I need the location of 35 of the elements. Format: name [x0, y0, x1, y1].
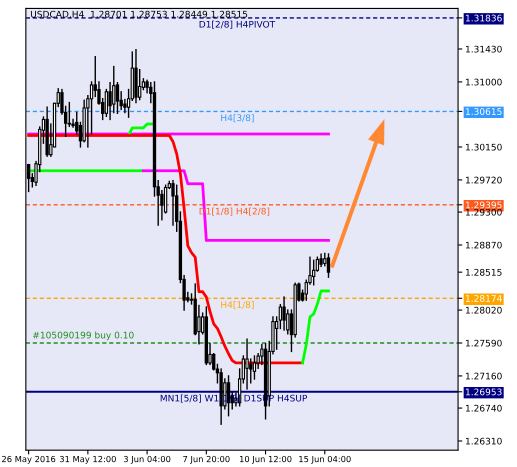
y-tick-label: 1.29395	[466, 202, 502, 208]
x-tick-label: 26 May 2016	[2, 456, 56, 464]
candlestick	[312, 260, 316, 286]
y-tick-label: 1.29720	[466, 176, 502, 184]
y-tick-label: 1.28020	[466, 306, 502, 314]
y-tick-label: 1.27590	[466, 340, 502, 347]
y-tick-label: 1.26953	[466, 388, 502, 396]
y-tick-label: 1.26310	[466, 438, 502, 445]
candlestick	[252, 355, 256, 380]
ref-line-label: H4[3/8]	[221, 114, 254, 122]
ref-line-label: D1[2/8] H4PIVOT	[200, 20, 276, 29]
line-series	[301, 290, 330, 364]
candlestick	[245, 338, 249, 390]
chart-title: USDCAD,H4 1.28701 1.28753 1.28449 1.28515	[30, 10, 248, 19]
y-tick-label: 1.28870	[466, 242, 502, 249]
x-tick-label: 10 Jun 12:00	[240, 456, 292, 464]
ref-line-label: H4[1/8]	[221, 301, 254, 310]
y-tick-label: 1.28174	[466, 295, 502, 302]
y-tick-label: 1.26740	[466, 404, 502, 412]
y-tick-label: 1.31430	[466, 46, 502, 53]
candlestick	[326, 253, 330, 278]
x-tick-label: 3 Jun 04:00	[124, 456, 170, 464]
x-tick-label: 15 Jun 04:00	[299, 456, 351, 464]
candlestick	[282, 296, 286, 331]
y-tick-label: 1.27160	[466, 372, 502, 380]
y-tick-label: 1.28515	[466, 268, 502, 276]
x-tick-label: 31 May 12:00	[60, 456, 116, 464]
x-tick-label: 7 Jun 20:00	[183, 456, 230, 464]
y-tick-label: 1.31836	[466, 14, 502, 22]
y-tick-label: 1.30615	[466, 108, 502, 115]
candlestick	[319, 253, 323, 268]
y-tick-label: 1.31000	[466, 78, 502, 86]
y-tick-label: 1.30150	[466, 144, 502, 151]
ref-line-label: #105090199 buy 0.10	[33, 331, 134, 340]
candlestick	[138, 68, 142, 100]
